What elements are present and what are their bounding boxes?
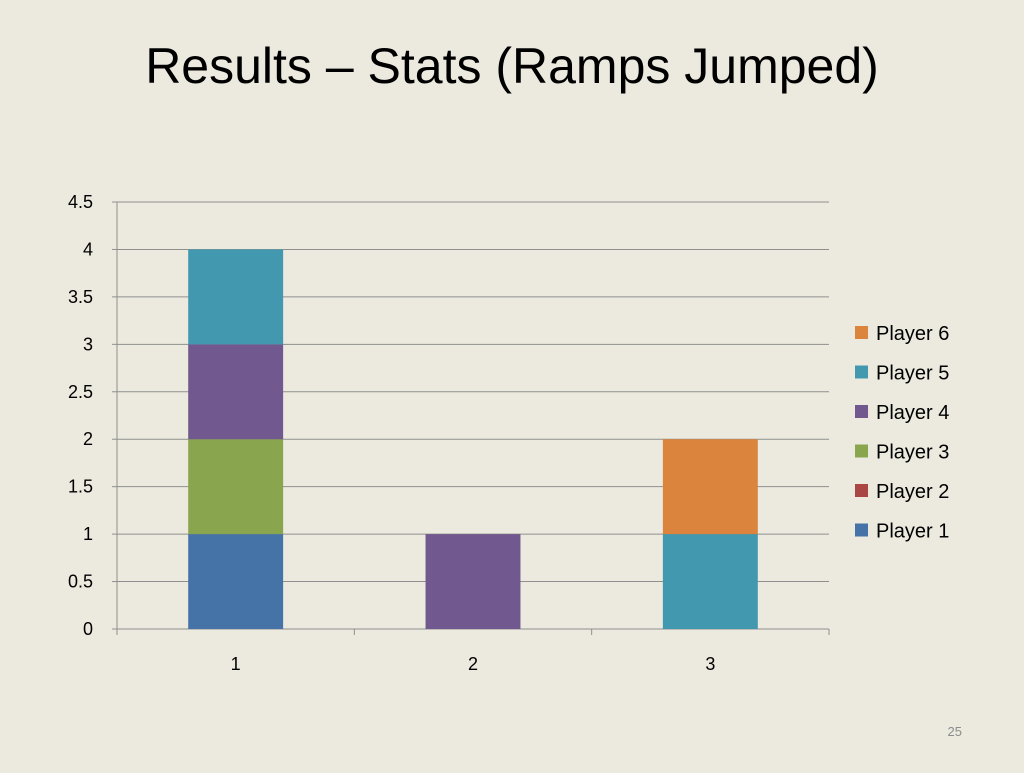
legend-swatch — [855, 365, 868, 379]
legend-label: Player 4 — [876, 402, 949, 424]
y-tick-label: 1.5 — [68, 477, 93, 497]
legend-swatch — [855, 326, 868, 339]
y-tick-label: 4.5 — [68, 192, 93, 212]
bar-segment-player-1 — [188, 534, 284, 629]
legend-swatch — [855, 523, 868, 537]
legend-label: Player 6 — [876, 323, 949, 345]
legend-label: Player 2 — [876, 481, 949, 503]
legend-swatch — [855, 484, 868, 497]
bar-segment-player-4 — [425, 534, 521, 629]
legend-swatch — [855, 405, 868, 418]
y-tick-label: 0 — [83, 619, 93, 639]
bar-segment-player-3 — [188, 439, 284, 535]
bar-segment-player-6 — [662, 439, 758, 535]
page-number: 25 — [947, 724, 962, 739]
y-tick-label: 1 — [83, 524, 93, 544]
x-tick-label: 1 — [231, 654, 241, 674]
slide-title: Results – Stats (Ramps Jumped) — [145, 38, 879, 94]
y-tick-label: 4 — [83, 239, 93, 259]
legend-label: Player 1 — [876, 521, 949, 543]
y-tick-label: 2.5 — [68, 382, 93, 402]
bar-segment-player-4 — [188, 344, 284, 440]
y-tick-label: 2 — [83, 429, 93, 449]
legend-label: Player 5 — [876, 363, 949, 385]
x-tick-label: 3 — [705, 654, 715, 674]
x-tick-label: 2 — [468, 654, 478, 674]
legend-swatch — [855, 444, 868, 458]
y-tick-label: 3.5 — [68, 287, 93, 307]
bar-segment-player-5 — [662, 534, 758, 629]
bar-segment-player-5 — [188, 249, 284, 345]
y-tick-label: 3 — [83, 334, 93, 354]
legend-label: Player 3 — [876, 442, 949, 464]
y-tick-label: 0.5 — [68, 572, 93, 592]
